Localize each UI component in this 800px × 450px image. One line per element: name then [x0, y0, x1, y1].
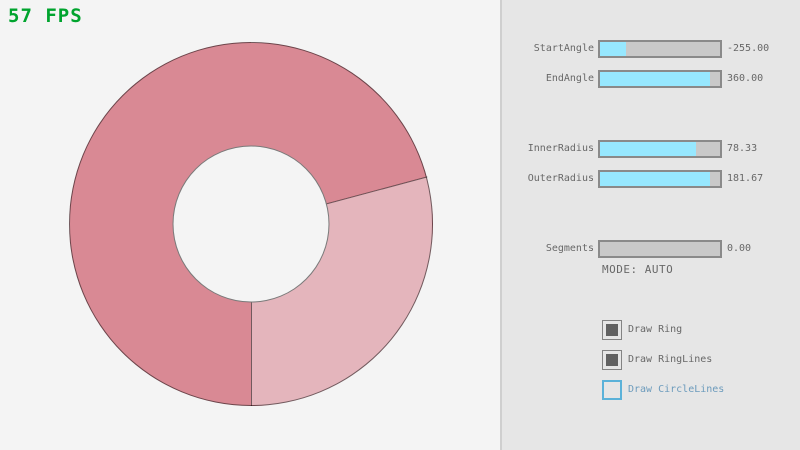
slider-row-outer-radius: OuterRadius 181.67 [502, 170, 800, 188]
draw-ring-lines-checkbox-box[interactable] [602, 350, 622, 370]
segments-label: Segments [545, 243, 594, 254]
segments-mode-text: MODE: AUTO [602, 263, 674, 276]
inner-radius-slider[interactable] [598, 140, 722, 158]
ring-canvas [69, 42, 433, 406]
outer-radius-slider[interactable] [598, 170, 722, 188]
segments-slider[interactable] [598, 240, 722, 258]
end-angle-value: 360.00 [727, 73, 764, 84]
inner-radius-value: 78.33 [727, 143, 758, 154]
start-angle-label: StartAngle [533, 43, 594, 54]
end-angle-label: EndAngle [545, 73, 594, 84]
checkbox-draw-ring-lines[interactable]: Draw RingLines [602, 350, 800, 370]
slider-row-start-angle: StartAngle -255.00 [502, 40, 800, 58]
outer-radius-slider-fill [600, 172, 711, 186]
start-angle-value: -255.00 [727, 43, 770, 54]
draw-ring-lines-label: Draw RingLines [628, 354, 713, 365]
checkbox-draw-ring[interactable]: Draw Ring [602, 320, 800, 340]
draw-ring-checkbox-box[interactable] [602, 320, 622, 340]
outer-radius-label: OuterRadius [527, 173, 594, 184]
draw-circle-lines-checkbox-box[interactable] [602, 380, 622, 400]
end-angle-slider[interactable] [598, 70, 722, 88]
outer-radius-value: 181.67 [727, 173, 764, 184]
slider-row-inner-radius: InnerRadius 78.33 [502, 140, 800, 158]
ring-inner-hole [172, 145, 330, 303]
ring-start-angle-line [250, 224, 252, 406]
draw-ring-checkmark [606, 324, 618, 336]
end-angle-slider-fill [600, 72, 711, 86]
segments-value: 0.00 [727, 243, 752, 254]
draw-ring-lines-checkmark [606, 354, 618, 366]
fps-counter: 57 FPS [8, 5, 83, 27]
draw-circle-lines-label: Draw CircleLines [628, 384, 725, 395]
checkbox-draw-circle-lines[interactable]: Draw CircleLines [602, 380, 800, 400]
control-panel: StartAngle -255.00 EndAngle 360.00 Inner… [500, 0, 800, 450]
slider-row-segments: Segments 0.00 [502, 240, 800, 258]
inner-radius-slider-fill [600, 142, 696, 156]
start-angle-slider-fill [600, 42, 627, 56]
start-angle-slider[interactable] [598, 40, 722, 58]
draw-ring-label: Draw Ring [628, 324, 683, 335]
slider-row-end-angle: EndAngle 360.00 [502, 70, 800, 88]
inner-radius-label: InnerRadius [527, 143, 594, 154]
